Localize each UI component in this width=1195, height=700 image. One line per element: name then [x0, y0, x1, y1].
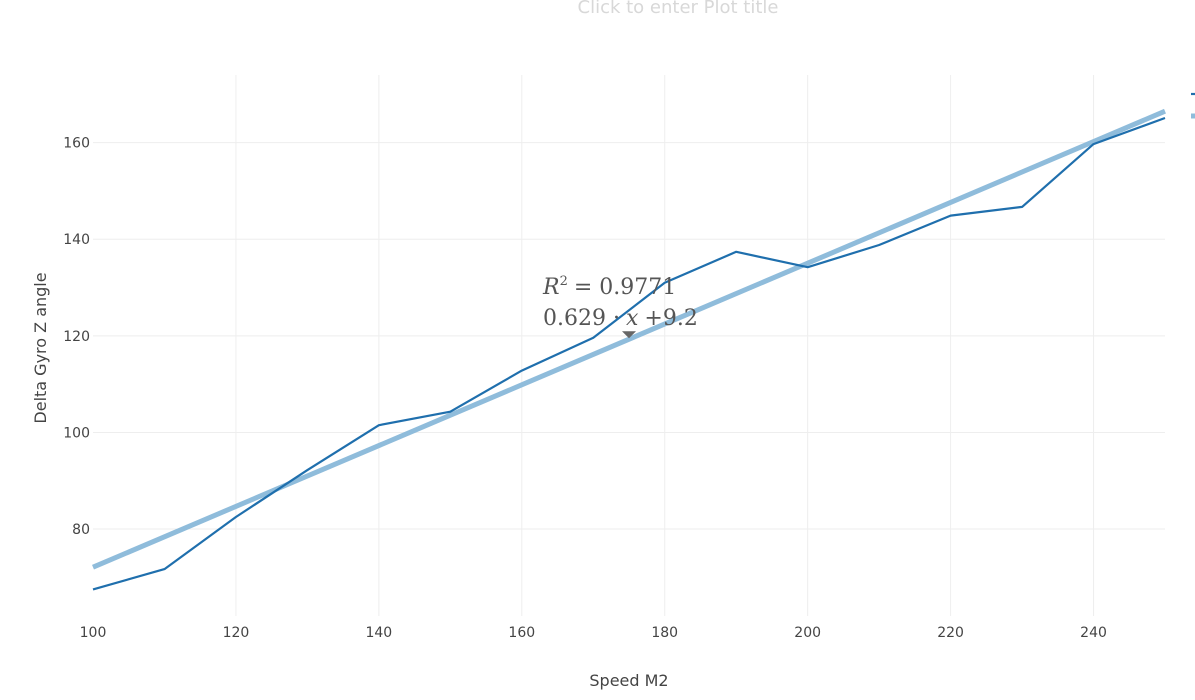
x-tick-label: 240 [1080, 625, 1107, 641]
x-tick-label: 180 [651, 625, 678, 641]
x-tick-labels: 100 120 140 160 180 200 220 240 [80, 625, 1107, 641]
r2-symbol: R [542, 275, 560, 300]
y-tick-label: 160 [63, 136, 90, 152]
r2-value: = 0.9771 [574, 275, 676, 300]
fit-series-line [92, 108, 1166, 570]
x-tick-label: 200 [794, 625, 821, 641]
x-tick-label: 140 [365, 625, 392, 641]
x-gridlines [235, 75, 1095, 616]
y-gridlines [93, 142, 1165, 530]
x-tick-label: 120 [223, 625, 250, 641]
x-axis-title[interactable]: Speed M2 [589, 671, 668, 690]
y-tick-label: 100 [63, 425, 90, 441]
x-tick-label: 160 [508, 625, 535, 641]
r2-line: R2 = 0.9771 [542, 274, 676, 300]
r2-superscript: 2 [560, 274, 568, 289]
equation-variable: x [626, 306, 639, 331]
equation-constant: +9.2 [644, 306, 697, 331]
y-tick-label: 80 [72, 522, 90, 538]
y-tick-label: 120 [63, 329, 90, 345]
plot-title[interactable]: Click to enter Plot title [578, 0, 779, 18]
equation-line: 0.629 · x +9.2 [543, 306, 698, 331]
x-tick-label: 100 [80, 625, 107, 641]
regression-annotation[interactable]: R2 = 0.9771 0.629 · x +9.2 [542, 274, 698, 339]
x-tick-label: 220 [937, 625, 964, 641]
y-axis-title[interactable]: Delta Gyro Z angle [31, 272, 50, 423]
y-tick-label: 140 [63, 232, 90, 248]
equation-coefficient: 0.629 · [543, 306, 620, 331]
series-layer [92, 108, 1166, 591]
y-tick-labels: 80 100 120 140 160 [63, 136, 90, 538]
legend[interactable] [1191, 92, 1195, 119]
data-series-line [92, 116, 1166, 591]
annotation-arrowhead [622, 331, 636, 339]
